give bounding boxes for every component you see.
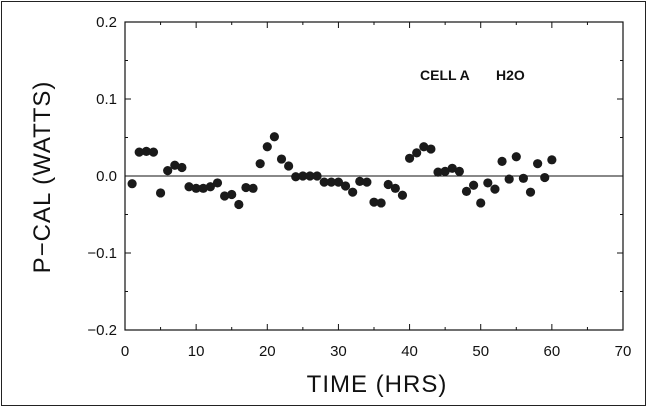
- annotation-water: H2O: [496, 67, 525, 83]
- data-point: [148, 147, 159, 157]
- data-point: [326, 177, 336, 187]
- data-point: [376, 198, 386, 208]
- data-point: [234, 199, 244, 210]
- data-point: [497, 156, 507, 166]
- data-point: [483, 178, 493, 188]
- data-point: [504, 174, 514, 184]
- data-point: [170, 160, 180, 170]
- data-point: [362, 177, 372, 187]
- data-point: [433, 167, 443, 177]
- y-axis-title: P−CAL (WATTS): [29, 81, 56, 274]
- data-point: [369, 197, 379, 207]
- data-point: [191, 183, 201, 193]
- data-point: [127, 179, 137, 189]
- data-point: [476, 198, 486, 208]
- data-point: [198, 183, 208, 193]
- data-points: [127, 132, 557, 210]
- data-point: [397, 190, 408, 200]
- data-point: [284, 161, 294, 171]
- data-point: [511, 152, 521, 162]
- data-point: [212, 178, 223, 188]
- data-point: [298, 171, 308, 181]
- data-point: [547, 155, 557, 165]
- data-point: [205, 182, 215, 192]
- y-tick-label: −0.2: [87, 322, 117, 339]
- x-tick-label: 0: [121, 343, 129, 360]
- data-point: [262, 142, 272, 152]
- x-tick-label: 50: [472, 343, 489, 360]
- data-point: [404, 153, 415, 163]
- data-point: [348, 187, 358, 197]
- y-tick-label: 0.0: [96, 168, 117, 185]
- data-point: [177, 162, 187, 173]
- data-point: [447, 163, 457, 173]
- x-tick-label: 10: [188, 343, 205, 360]
- y-tick-label: 0.2: [96, 14, 117, 31]
- x-tick-label: 20: [259, 343, 276, 360]
- data-point: [134, 147, 144, 157]
- data-point: [440, 166, 450, 176]
- data-point: [163, 166, 173, 176]
- data-point: [333, 177, 344, 187]
- y-tick-label: −0.1: [87, 245, 117, 262]
- data-point: [241, 182, 251, 193]
- plot-axes: 0 10 20 30 40 50 60 70 0.2 0.1 0.0 −0.1 −0.2: [87, 14, 631, 360]
- data-point: [390, 183, 400, 193]
- data-point: [155, 188, 166, 198]
- data-point: [419, 142, 429, 152]
- data-point: [255, 159, 265, 169]
- data-point: [291, 172, 301, 182]
- data-point: [269, 132, 279, 142]
- data-point: [490, 184, 500, 194]
- data-point: [248, 183, 258, 193]
- data-point: [319, 177, 329, 187]
- x-tick-label: 40: [401, 343, 418, 360]
- x-tick-label: 30: [330, 343, 347, 360]
- x-axis-title: TIME (HRS): [307, 371, 448, 398]
- data-point: [540, 172, 550, 183]
- data-point: [276, 154, 287, 164]
- data-point: [412, 148, 422, 158]
- data-point: [184, 182, 194, 192]
- data-point: [305, 171, 315, 181]
- data-point: [355, 176, 365, 186]
- y-tick-label: 0.1: [96, 91, 117, 108]
- data-point: [533, 159, 543, 169]
- data-point: [312, 171, 322, 181]
- data-point: [454, 166, 464, 176]
- data-point: [469, 180, 479, 190]
- data-point: [426, 144, 436, 154]
- data-point: [227, 189, 237, 200]
- annotation-cell: CELL A: [420, 67, 470, 83]
- data-point: [461, 186, 472, 196]
- data-point: [383, 179, 393, 190]
- x-tick-label: 70: [615, 343, 632, 360]
- data-point: [340, 181, 351, 191]
- data-point: [141, 146, 151, 156]
- data-point: [525, 187, 536, 197]
- data-point: [518, 173, 529, 183]
- x-tick-label: 60: [544, 343, 561, 360]
- data-point: [220, 191, 230, 201]
